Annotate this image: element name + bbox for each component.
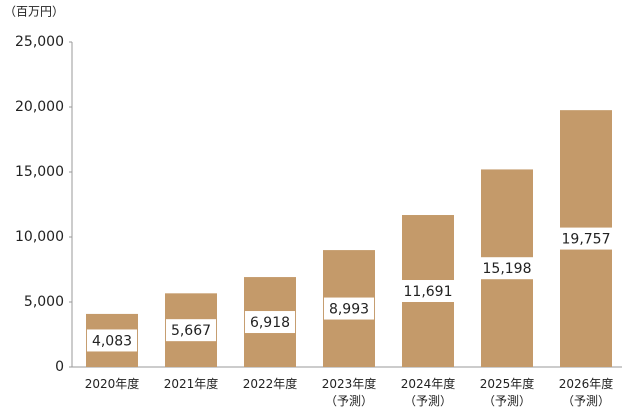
value-label: 15,198 bbox=[483, 261, 532, 277]
x-tick-label: 2020年度 bbox=[85, 376, 140, 391]
y-tick-label: 15,000 bbox=[15, 164, 64, 180]
value-label: 4,083 bbox=[92, 333, 132, 349]
value-label-box bbox=[86, 329, 138, 352]
x-tick-label: 2023年度（予測） bbox=[322, 376, 377, 408]
value-label: 8,993 bbox=[329, 302, 369, 318]
value-label-box bbox=[477, 257, 537, 280]
y-tick-label: 10,000 bbox=[15, 229, 64, 245]
x-tick-label: 2026年度（予測） bbox=[559, 376, 614, 408]
value-label-box bbox=[398, 280, 458, 303]
value-label: 6,918 bbox=[250, 315, 290, 331]
x-tick-label: 2021年度 bbox=[164, 376, 219, 391]
value-label-box bbox=[244, 311, 296, 334]
x-tick-label: 2025年度（予測） bbox=[480, 376, 535, 408]
y-tick-label: 5,000 bbox=[24, 294, 64, 310]
unit-label: （百万円） bbox=[4, 5, 64, 19]
value-label: 11,691 bbox=[404, 284, 453, 300]
value-label-box bbox=[556, 227, 616, 250]
value-label: 19,757 bbox=[562, 232, 611, 248]
value-label-box bbox=[323, 297, 375, 320]
value-label: 5,667 bbox=[171, 323, 211, 339]
y-tick-label: 0 bbox=[55, 359, 64, 375]
value-label-box bbox=[165, 319, 217, 342]
x-tick-label: 2024年度（予測） bbox=[401, 376, 456, 408]
y-tick-label: 25,000 bbox=[15, 34, 64, 50]
x-tick-label: 2022年度 bbox=[243, 376, 298, 391]
y-tick-label: 20,000 bbox=[15, 99, 64, 115]
